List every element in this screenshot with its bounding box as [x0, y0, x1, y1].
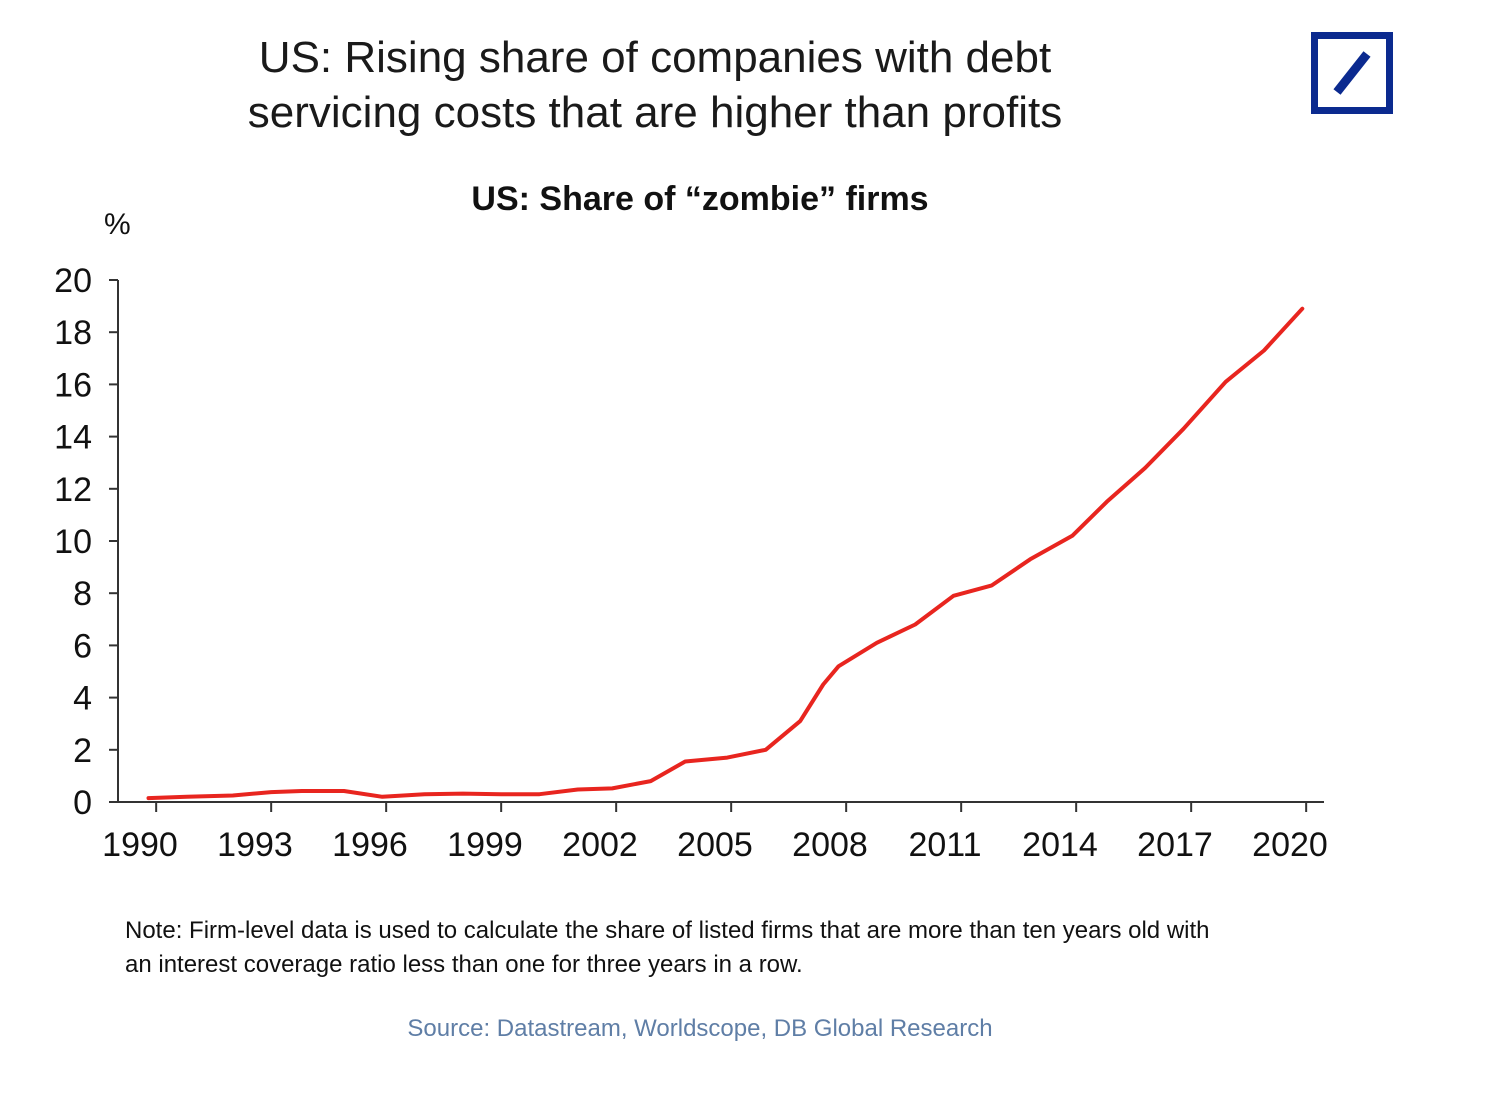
- data-point: [380, 795, 384, 799]
- data-point: [1300, 307, 1304, 311]
- data-point: [300, 789, 304, 793]
- data-point: [461, 792, 465, 796]
- data-point: [610, 786, 614, 790]
- data-point: [952, 594, 955, 598]
- data-point: [913, 623, 917, 626]
- x-tick-label: 2002: [562, 826, 638, 864]
- data-point: [499, 792, 503, 796]
- data-point: [1070, 534, 1074, 538]
- data-point: [764, 748, 768, 752]
- line-chart: 0 2 4 6 8 10 12 14 16 18 20 1990 1993 1996 1999 2002 20…: [54, 262, 1328, 864]
- headline-line-1: US: Rising share of companies with debt: [258, 33, 1052, 82]
- y-tick-label: 4: [73, 680, 92, 718]
- y-tick-label: 12: [54, 471, 92, 509]
- y-axis-unit-label: %: [104, 208, 131, 241]
- y-tick-label: 8: [73, 575, 92, 613]
- x-tick-label: 1999: [447, 826, 523, 864]
- data-point: [1143, 466, 1147, 470]
- x-tick-label: 1996: [332, 826, 408, 864]
- note-line-2: an interest coverage ratio less than one…: [125, 951, 803, 978]
- data-point: [423, 792, 426, 796]
- y-tick-label: 20: [54, 262, 92, 300]
- x-tick-label: 1990: [102, 826, 178, 864]
- data-point: [1028, 557, 1032, 561]
- data-point: [1182, 427, 1185, 431]
- x-tick-label: 2008: [792, 826, 868, 864]
- data-point: [875, 641, 879, 645]
- data-point: [147, 796, 150, 800]
- headline: US: Rising share of companies with debt …: [160, 30, 1150, 140]
- data-point: [649, 779, 653, 783]
- deutsche-bank-logo-icon: [1311, 32, 1393, 114]
- data-point: [231, 794, 235, 797]
- y-tick-label: 0: [73, 784, 92, 822]
- x-axis: 1990 1993 1996 1999 2002 2005 2008 2011 2014 2017…: [102, 801, 1328, 864]
- chart-title: US: Share of “zombie” firms: [471, 180, 929, 218]
- y-tick-label: 10: [54, 523, 92, 561]
- data-point: [538, 792, 541, 796]
- y-tick-label: 18: [54, 314, 92, 352]
- source-line: Source: Datastream, Worldscope, DB Globa…: [407, 1015, 993, 1042]
- data-point: [821, 683, 825, 686]
- logo-frame: [1311, 32, 1393, 114]
- y-tick-label: 2: [73, 732, 92, 770]
- y-tick-label: 14: [54, 419, 92, 457]
- data-point: [1105, 500, 1109, 504]
- series-group: [146, 306, 1305, 801]
- x-tick-label: 2020: [1252, 826, 1328, 864]
- note-line-1: Note: Firm-level data is used to calcula…: [125, 917, 1210, 944]
- x-tick-label: 2005: [677, 826, 753, 864]
- data-point: [990, 583, 994, 587]
- x-tick-label: 1993: [217, 826, 293, 864]
- y-tick-label: 16: [54, 366, 92, 404]
- y-axis: 0 2 4 6 8 10 12 14 16 18 20: [54, 262, 119, 822]
- data-point: [269, 790, 273, 794]
- data-point: [576, 788, 580, 791]
- data-point: [1262, 349, 1266, 352]
- chart-note: Note: Firm-level data is used to calcula…: [125, 914, 1405, 982]
- series-line: [146, 306, 1305, 801]
- data-point: [185, 795, 189, 799]
- data-point: [798, 719, 802, 723]
- x-tick-label: 2011: [908, 826, 981, 864]
- data-point: [342, 789, 346, 793]
- data-point: [683, 760, 687, 763]
- data-point: [1224, 380, 1228, 384]
- data-point: [725, 756, 729, 760]
- data-point: [837, 664, 840, 668]
- headline-line-2: servicing costs that are higher than pro…: [247, 88, 1063, 137]
- x-tick-label: 2017: [1137, 826, 1213, 864]
- x-tick-label: 2014: [1022, 826, 1098, 864]
- y-tick-label: 6: [73, 627, 92, 665]
- logo-slash: [1333, 51, 1371, 95]
